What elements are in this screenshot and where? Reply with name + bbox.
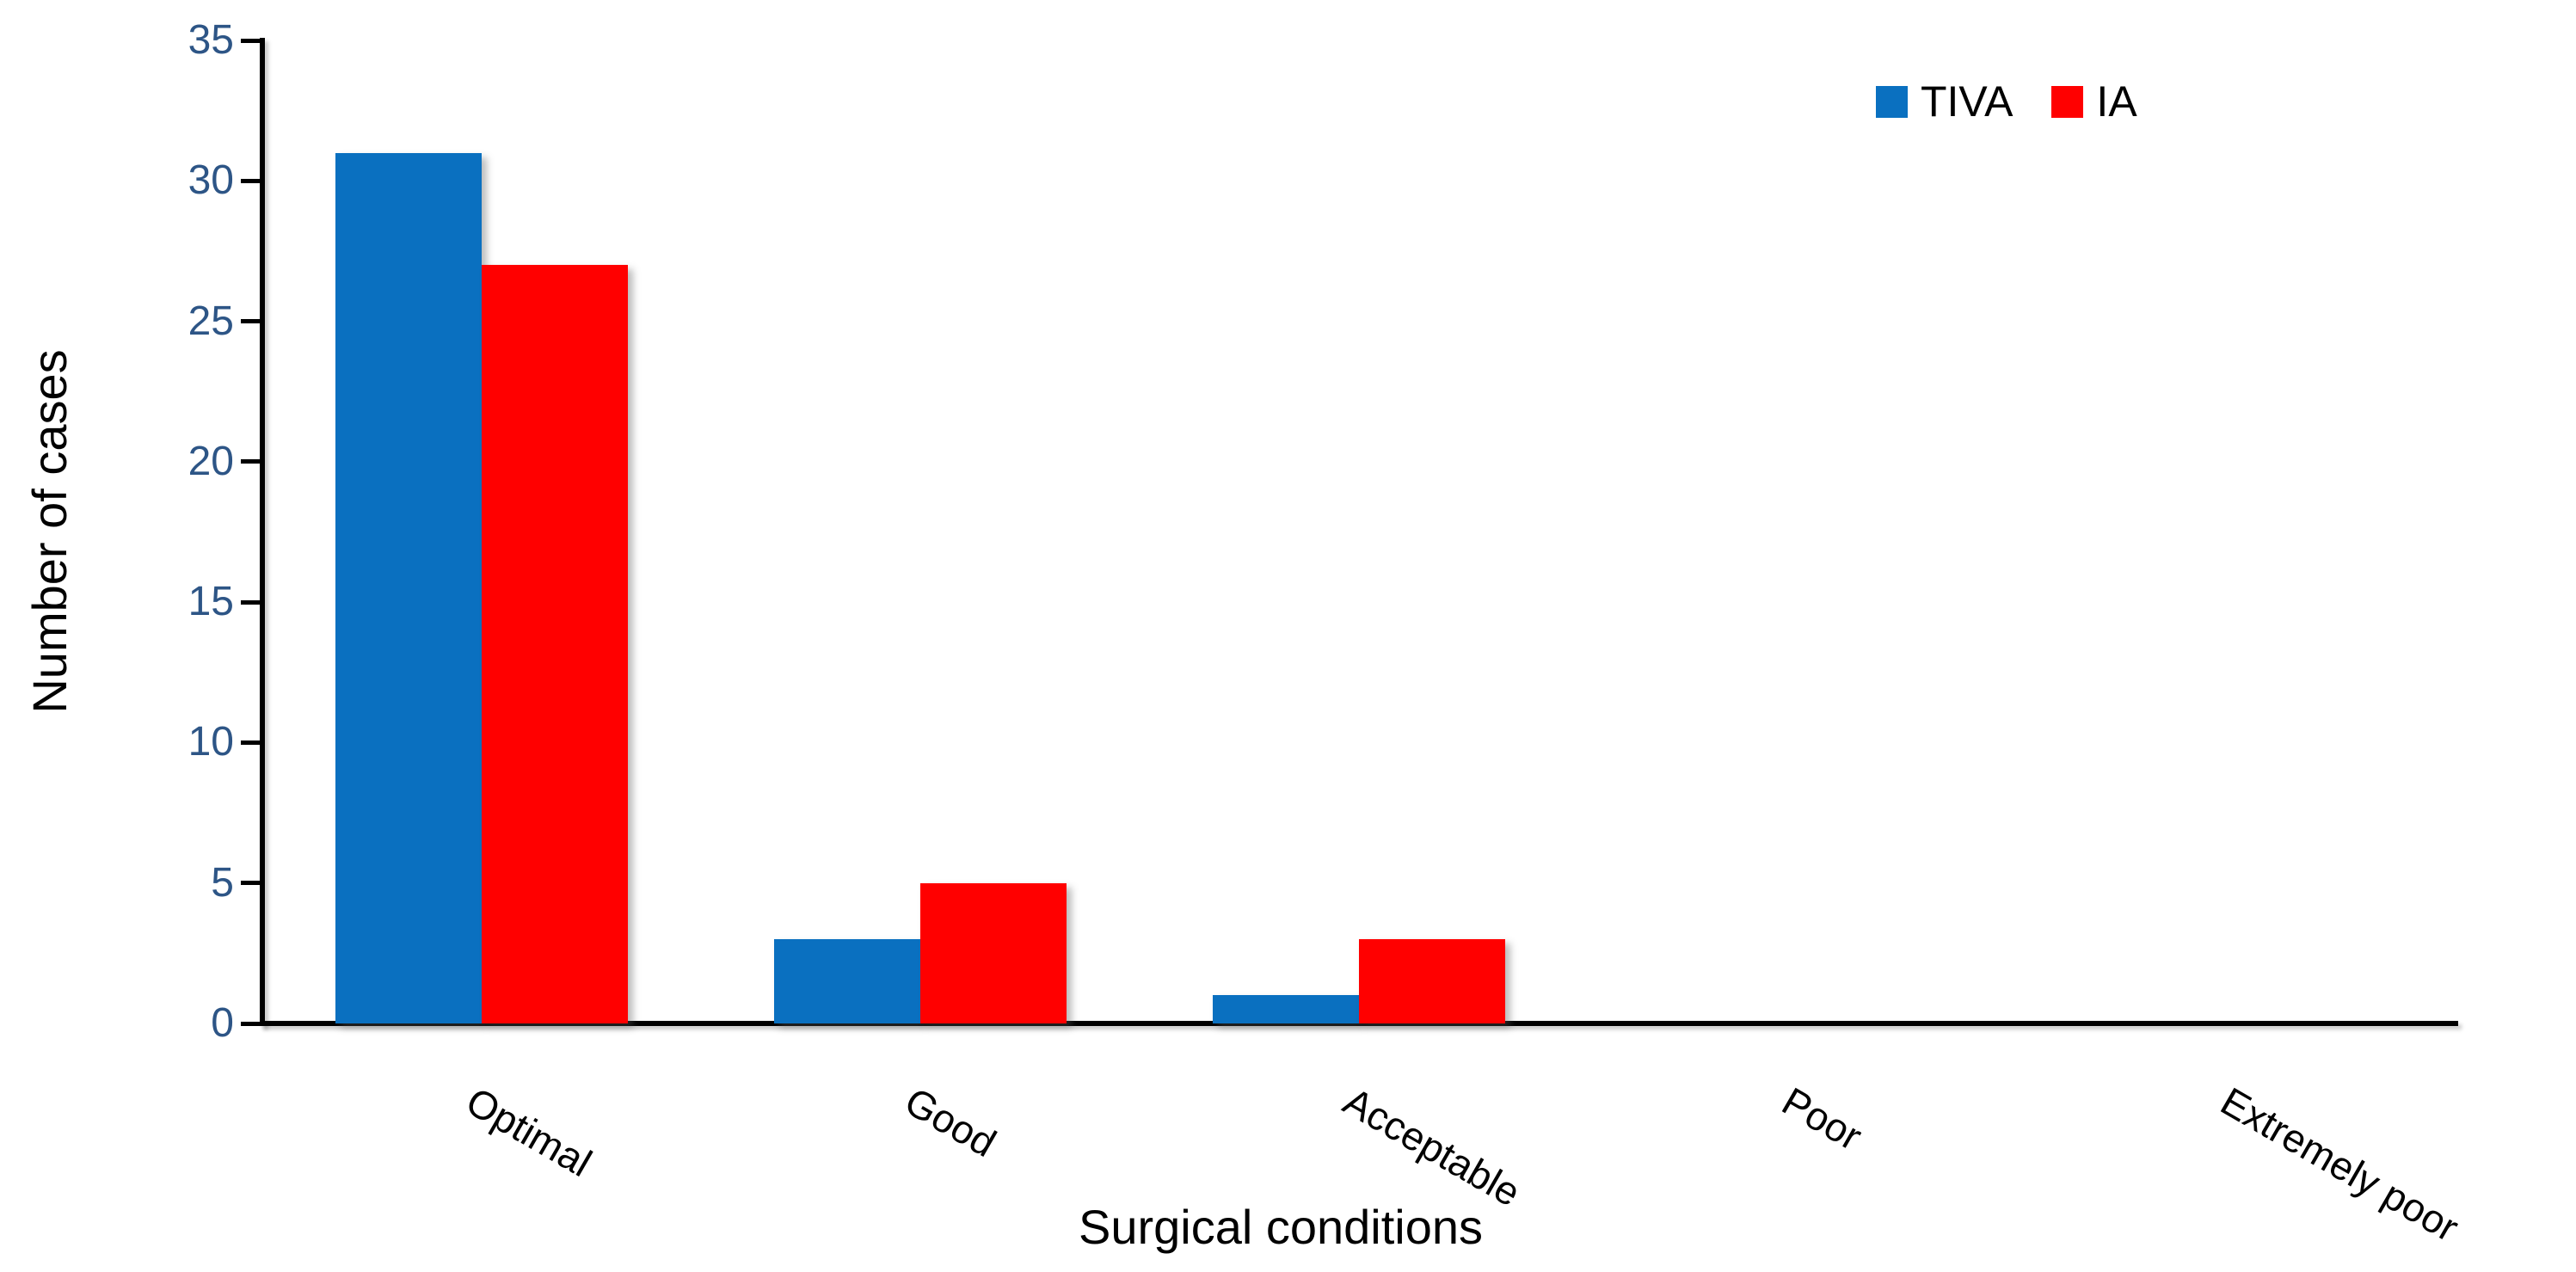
- y-axis-title: Number of cases: [22, 349, 77, 714]
- bar-ia-optimal: [482, 265, 628, 1023]
- legend-swatch-ia: [2051, 86, 2084, 118]
- x-category-label: Good: [897, 1078, 1004, 1166]
- y-axis-tick: [241, 38, 262, 43]
- y-axis-tick: [241, 599, 262, 605]
- legend-item-tiva: TIVA: [1876, 77, 2013, 126]
- y-tick-label: 20: [188, 438, 234, 484]
- x-category-label: Extremely poor: [2213, 1078, 2467, 1250]
- bar-tiva-acceptable: [1213, 995, 1359, 1023]
- y-tick-label: 25: [188, 298, 234, 344]
- y-axis-tick: [241, 319, 262, 324]
- y-tick-label: 10: [188, 719, 234, 765]
- y-axis-line: [260, 38, 265, 1026]
- legend-item-ia: IA: [2051, 77, 2137, 126]
- legend-label: TIVA: [1921, 77, 2013, 126]
- bar-tiva-good: [774, 939, 920, 1023]
- bar-ia-good: [920, 882, 1067, 1023]
- x-category-label: Poor: [1774, 1078, 1870, 1159]
- y-axis-tick: [241, 881, 262, 886]
- y-axis-tick: [241, 740, 262, 745]
- y-tick-label: 30: [188, 157, 234, 204]
- y-axis-tick: [241, 178, 262, 183]
- y-tick-label: 35: [188, 17, 234, 63]
- y-tick-label: 5: [211, 859, 234, 906]
- x-category-label: Acceptable: [1336, 1078, 1528, 1215]
- x-category-label: Optimal: [458, 1078, 599, 1186]
- bar-tiva-optimal: [335, 152, 482, 1023]
- bar-ia-acceptable: [1359, 939, 1505, 1023]
- y-tick-label: 0: [211, 1000, 234, 1046]
- x-axis-line: [260, 1021, 2458, 1026]
- y-axis-tick: [241, 459, 262, 464]
- y-axis-tick: [241, 1021, 262, 1026]
- y-tick-label: 15: [188, 579, 234, 625]
- x-axis-title: Surgical conditions: [1079, 1200, 1484, 1254]
- legend: TIVA IA: [1876, 77, 2137, 126]
- legend-swatch-tiva: [1876, 86, 1908, 118]
- legend-label: IA: [2096, 77, 2137, 126]
